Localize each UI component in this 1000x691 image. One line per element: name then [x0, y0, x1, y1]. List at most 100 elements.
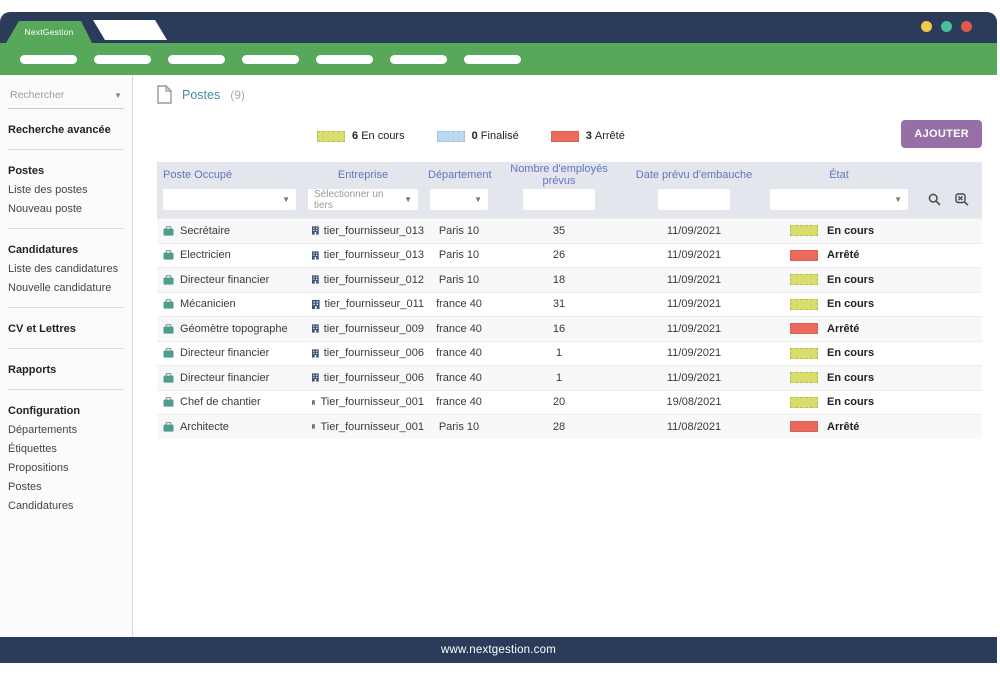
- legend-finalise: 0 Finalisé: [436, 130, 519, 142]
- status-badge: [790, 323, 818, 335]
- briefcase-icon: [163, 323, 174, 334]
- col-entreprise[interactable]: Entreprise: [337, 168, 389, 181]
- building-icon: [312, 251, 319, 260]
- legend-arrete: 3 Arrêté: [550, 130, 625, 142]
- sidebar-item-etiquettes[interactable]: Étiquettes: [8, 443, 57, 455]
- table-row[interactable]: Géomètre topographe tier_fournisseur_009…: [157, 316, 982, 341]
- sidebar-item-nouveau-poste[interactable]: Nouveau poste: [8, 203, 82, 215]
- divider: [8, 389, 124, 390]
- col-etat[interactable]: État: [829, 168, 849, 181]
- sidebar-item-recherche-avancee[interactable]: Recherche avancée: [8, 124, 111, 136]
- minimize-button[interactable]: [921, 21, 932, 32]
- status-badge: [790, 347, 818, 359]
- legend-swatch-en-cours: [317, 130, 345, 142]
- table-row[interactable]: Chef de chantier Tier_fournisseur_001 fr…: [157, 389, 982, 414]
- add-button[interactable]: AJOUTER: [901, 120, 982, 148]
- chevron-down-icon: ▼: [282, 195, 290, 204]
- sidebar-item-rapports[interactable]: Rapports: [8, 364, 57, 376]
- table-row[interactable]: Directeur financier tier_fournisseur_006…: [157, 340, 982, 365]
- sidebar-item-liste-des-candidatures[interactable]: Liste des candidatures: [8, 263, 119, 275]
- table-filter-row: ▼ Sélectionner un tiers ▼ ▼ ▼: [157, 187, 982, 218]
- divider: [8, 228, 124, 229]
- nav-pill-7[interactable]: [464, 54, 521, 64]
- filter-poste-select[interactable]: ▼: [163, 189, 296, 210]
- sidebar-item-departements[interactable]: Départements: [8, 424, 78, 436]
- status-badge: [790, 225, 818, 237]
- main-content: Postes (9) 6 En cours 0 Finalisé 3 Arr: [133, 75, 997, 637]
- briefcase-icon: [163, 397, 174, 407]
- briefcase-icon: [163, 372, 174, 383]
- table-header-row: Poste Occupé Entreprise Département Nomb…: [157, 162, 982, 187]
- sidebar-item-propositions[interactable]: Propositions: [8, 462, 69, 474]
- maximize-button[interactable]: [941, 21, 952, 32]
- sidebar-item-liste-des-postes[interactable]: Liste des postes: [8, 184, 88, 196]
- briefcase-icon: [163, 348, 174, 358]
- status-badge: [790, 396, 818, 408]
- building-icon: [312, 424, 316, 429]
- nav-pill-6[interactable]: [390, 54, 447, 64]
- col-nombre-employes[interactable]: Nombre d'employés prévus: [510, 162, 608, 187]
- chevron-down-icon: ▼: [114, 90, 122, 100]
- filter-entreprise-select[interactable]: Sélectionner un tiers ▼: [308, 189, 418, 211]
- sidebar-item-postes[interactable]: Postes: [8, 165, 45, 177]
- sidebar-search-placeholder: Rechercher: [10, 89, 65, 101]
- sidebar-item-nouvelle-candidature[interactable]: Nouvelle candidature: [8, 282, 112, 294]
- status-badge: [790, 249, 818, 261]
- sidebar-item-config-postes[interactable]: Postes: [8, 481, 42, 493]
- secondary-tab[interactable]: [93, 20, 167, 40]
- sidebar-item-candidatures[interactable]: Candidatures: [8, 244, 79, 256]
- window-controls: [921, 21, 972, 32]
- building-icon: [312, 400, 316, 405]
- brand-tab[interactable]: NextGestion: [6, 21, 92, 43]
- nav-pill-3[interactable]: [168, 54, 225, 64]
- nav-pill-5[interactable]: [316, 54, 373, 64]
- clear-search-icon[interactable]: [954, 193, 969, 206]
- nav-pill-4[interactable]: [242, 54, 299, 64]
- page-count: (9): [230, 87, 245, 102]
- table-row[interactable]: Architecte Tier_fournisseur_001 Paris 10…: [157, 414, 982, 439]
- col-date-embauche[interactable]: Date prévu d'embauche: [635, 168, 753, 181]
- table-row[interactable]: Electricien tier_fournisseur_013 Paris 1…: [157, 242, 982, 267]
- building-icon: [312, 373, 319, 382]
- table-row[interactable]: Directeur financier tier_fournisseur_012…: [157, 267, 982, 292]
- chevron-down-icon: ▼: [474, 195, 482, 204]
- nav-pill-2[interactable]: [94, 54, 151, 64]
- table-row[interactable]: Mécanicien tier_fournisseur_011 france 4…: [157, 291, 982, 316]
- building-icon: [312, 226, 319, 235]
- filter-nombre-input[interactable]: [523, 189, 595, 210]
- document-icon: [157, 85, 172, 104]
- filter-date-input[interactable]: [658, 189, 730, 210]
- briefcase-icon: [163, 299, 174, 309]
- status-badge: [790, 298, 818, 310]
- sidebar-item-configuration[interactable]: Configuration: [8, 405, 81, 417]
- filter-etat-select[interactable]: ▼: [770, 189, 908, 210]
- brand-name: NextGestion: [24, 27, 74, 37]
- building-icon: [312, 349, 319, 358]
- sidebar-search-select[interactable]: Rechercher ▼: [8, 85, 124, 109]
- sidebar-item-cv-et-lettres[interactable]: CV et Lettres: [8, 323, 76, 335]
- col-departement[interactable]: Département: [428, 168, 492, 181]
- footer-url[interactable]: www.nextgestion.com: [440, 644, 556, 656]
- chevron-down-icon: ▼: [894, 195, 902, 204]
- page-title[interactable]: Postes: [182, 87, 221, 102]
- table-row[interactable]: Secrétaire tier_fournisseur_013 Paris 10…: [157, 218, 982, 243]
- filter-departement-select[interactable]: ▼: [430, 189, 488, 210]
- table-row[interactable]: Directeur financier tier_fournisseur_006…: [157, 365, 982, 390]
- legend-swatch-arrete: [550, 130, 579, 142]
- footer: www.nextgestion.com: [0, 637, 997, 663]
- col-poste-occupe[interactable]: Poste Occupé: [163, 168, 233, 181]
- nav-pill-1[interactable]: [20, 54, 77, 64]
- building-icon: [312, 275, 319, 284]
- building-icon: [312, 299, 320, 309]
- close-button[interactable]: [961, 21, 972, 32]
- briefcase-icon: [163, 274, 174, 285]
- divider: [8, 149, 124, 150]
- briefcase-icon: [163, 250, 174, 260]
- divider: [8, 307, 124, 308]
- status-badge: [790, 274, 818, 286]
- briefcase-icon: [163, 225, 174, 236]
- search-icon[interactable]: [928, 193, 941, 206]
- status-legend: 6 En cours 0 Finalisé 3 Arrêté: [317, 130, 625, 142]
- postes-table: Poste Occupé Entreprise Département Nomb…: [157, 162, 982, 439]
- sidebar-item-config-candidatures[interactable]: Candidatures: [8, 500, 74, 512]
